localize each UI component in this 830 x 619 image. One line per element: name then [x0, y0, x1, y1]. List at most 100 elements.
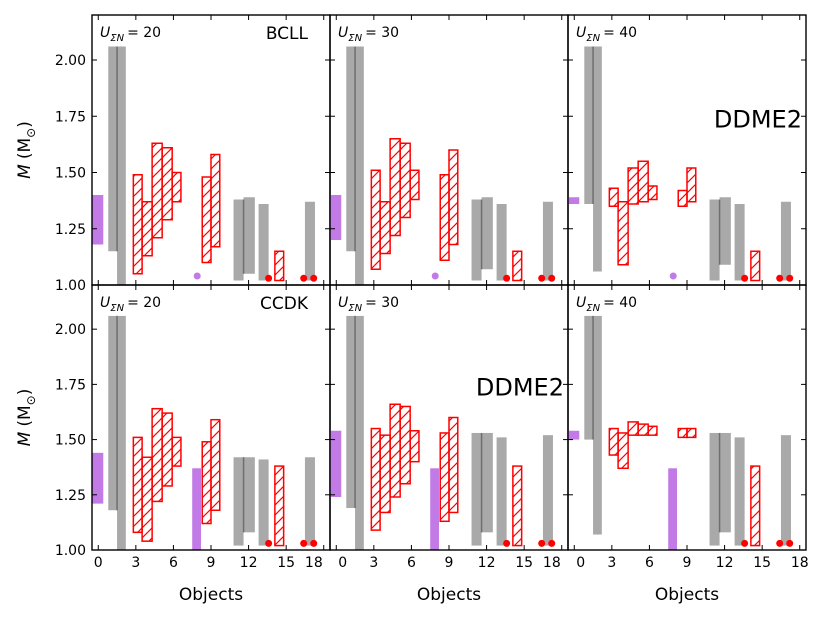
y-tick-label: 1.00 [55, 278, 86, 294]
gray-bar [117, 315, 126, 550]
u-label-symbol: U [576, 25, 586, 41]
red-hatched-box [132, 174, 143, 275]
x-tick-label: 12 [716, 555, 734, 571]
gray-bar [593, 315, 602, 535]
x-axis-label: Objects [179, 585, 243, 605]
gray-bar [355, 46, 364, 285]
gray-bar [542, 201, 553, 281]
plot-area [568, 46, 794, 282]
red-dot [265, 274, 273, 282]
purple-bar [668, 468, 677, 550]
u-label-value: = 20 [127, 295, 161, 311]
gray-bar [108, 46, 118, 252]
y-tick-label: 1.25 [55, 222, 86, 238]
u-label-symbol: U [100, 295, 110, 311]
red-hatched-box [617, 201, 629, 266]
gray-bar [719, 432, 731, 533]
red-hatched-box [439, 174, 450, 261]
red-hatched-box [627, 167, 639, 205]
gray-bar [471, 199, 482, 281]
x-tick-label: 9 [445, 555, 454, 571]
red-hatched-box [201, 441, 212, 525]
red-hatched-box [750, 465, 761, 547]
purple-dot [193, 272, 201, 280]
y-tick-label: 1.50 [55, 433, 86, 449]
gray-bar [304, 457, 315, 546]
gray-bar [496, 437, 507, 546]
u-label-subscript: ΣN [348, 33, 362, 44]
gray-bar [346, 315, 356, 509]
gray-bar [584, 315, 594, 440]
model-label: DDME2 [476, 373, 564, 401]
purple-bar [568, 430, 580, 440]
gray-bar [243, 197, 255, 274]
gray-bar [593, 46, 602, 272]
gray-bar [734, 204, 745, 281]
u-label-symbol: U [338, 295, 348, 311]
gray-bar [355, 315, 364, 550]
red-hatched-box [201, 176, 212, 264]
red-hatched-box [608, 187, 619, 207]
red-hatched-box [439, 432, 450, 523]
y-label-symbol: M [15, 164, 35, 179]
x-tick-label: 9 [683, 555, 692, 571]
red-hatched-box [141, 201, 153, 257]
red-dot [548, 274, 556, 282]
y-axis-label: M (M⊙) [15, 389, 38, 447]
red-dot [300, 539, 308, 547]
red-hatched-box [171, 171, 182, 203]
y-label-symbol: M [15, 431, 35, 446]
u-label-symbol: U [338, 25, 348, 41]
red-hatched-box [210, 418, 221, 512]
red-hatched-box [141, 456, 153, 542]
red-hatched-box [512, 465, 523, 547]
red-dot [786, 274, 794, 282]
red-hatched-box [617, 432, 629, 470]
red-hatched-box [637, 160, 649, 203]
x-tick-label: 15 [753, 555, 771, 571]
purple-bar [92, 195, 104, 245]
red-dot [300, 274, 308, 282]
red-hatched-box [161, 147, 173, 221]
x-axis-label: Objects [417, 585, 481, 605]
red-hatched-box [409, 430, 420, 463]
y-label-subscript: ⊙ [24, 395, 38, 405]
red-hatched-box [608, 427, 619, 456]
y-tick-label: 1.75 [55, 109, 86, 125]
x-tick-label: 9 [207, 555, 216, 571]
gray-bar [471, 432, 482, 546]
gray-bar [258, 459, 269, 546]
purple-bar [92, 452, 104, 504]
u-label: UΣN = 30 [338, 295, 399, 314]
panel-frame [567, 14, 807, 286]
y-tick-label: 2.00 [55, 53, 86, 69]
red-dot [776, 274, 784, 282]
y-label-close: ) [15, 121, 35, 128]
red-dot [538, 274, 546, 282]
gray-bar [233, 199, 244, 281]
red-hatched-box [389, 138, 401, 237]
panel-0: 1.00 1.25 1.50 1.75 2.00 UΣN = 20 BCLL M (M⊙) [15, 14, 331, 294]
y-tick-label: 1.00 [55, 543, 86, 559]
plot-area [568, 315, 794, 550]
red-hatched-box [647, 185, 658, 201]
x-tick-label: 0 [94, 555, 103, 571]
model-label: DDME2 [714, 106, 802, 134]
x-tick-label: 6 [169, 555, 178, 571]
purple-bar [430, 468, 439, 550]
red-hatched-box [409, 169, 420, 201]
x-tick-label: 6 [407, 555, 416, 571]
u-label-value: = 40 [603, 25, 637, 41]
red-dot [741, 539, 749, 547]
purple-dot [431, 272, 439, 280]
u-label-subscript: ΣN [586, 303, 600, 314]
panel-4: 0 3 6 9 12 15 18 UΣN = 30 DDME2 Objects [329, 284, 569, 605]
red-dot [503, 274, 511, 282]
red-hatched-box [647, 425, 658, 436]
red-dot [776, 539, 784, 547]
red-hatched-box [274, 465, 285, 547]
u-label-subscript: ΣN [348, 303, 362, 314]
x-tick-label: 18 [305, 555, 323, 571]
u-label: UΣN = 30 [338, 25, 399, 44]
